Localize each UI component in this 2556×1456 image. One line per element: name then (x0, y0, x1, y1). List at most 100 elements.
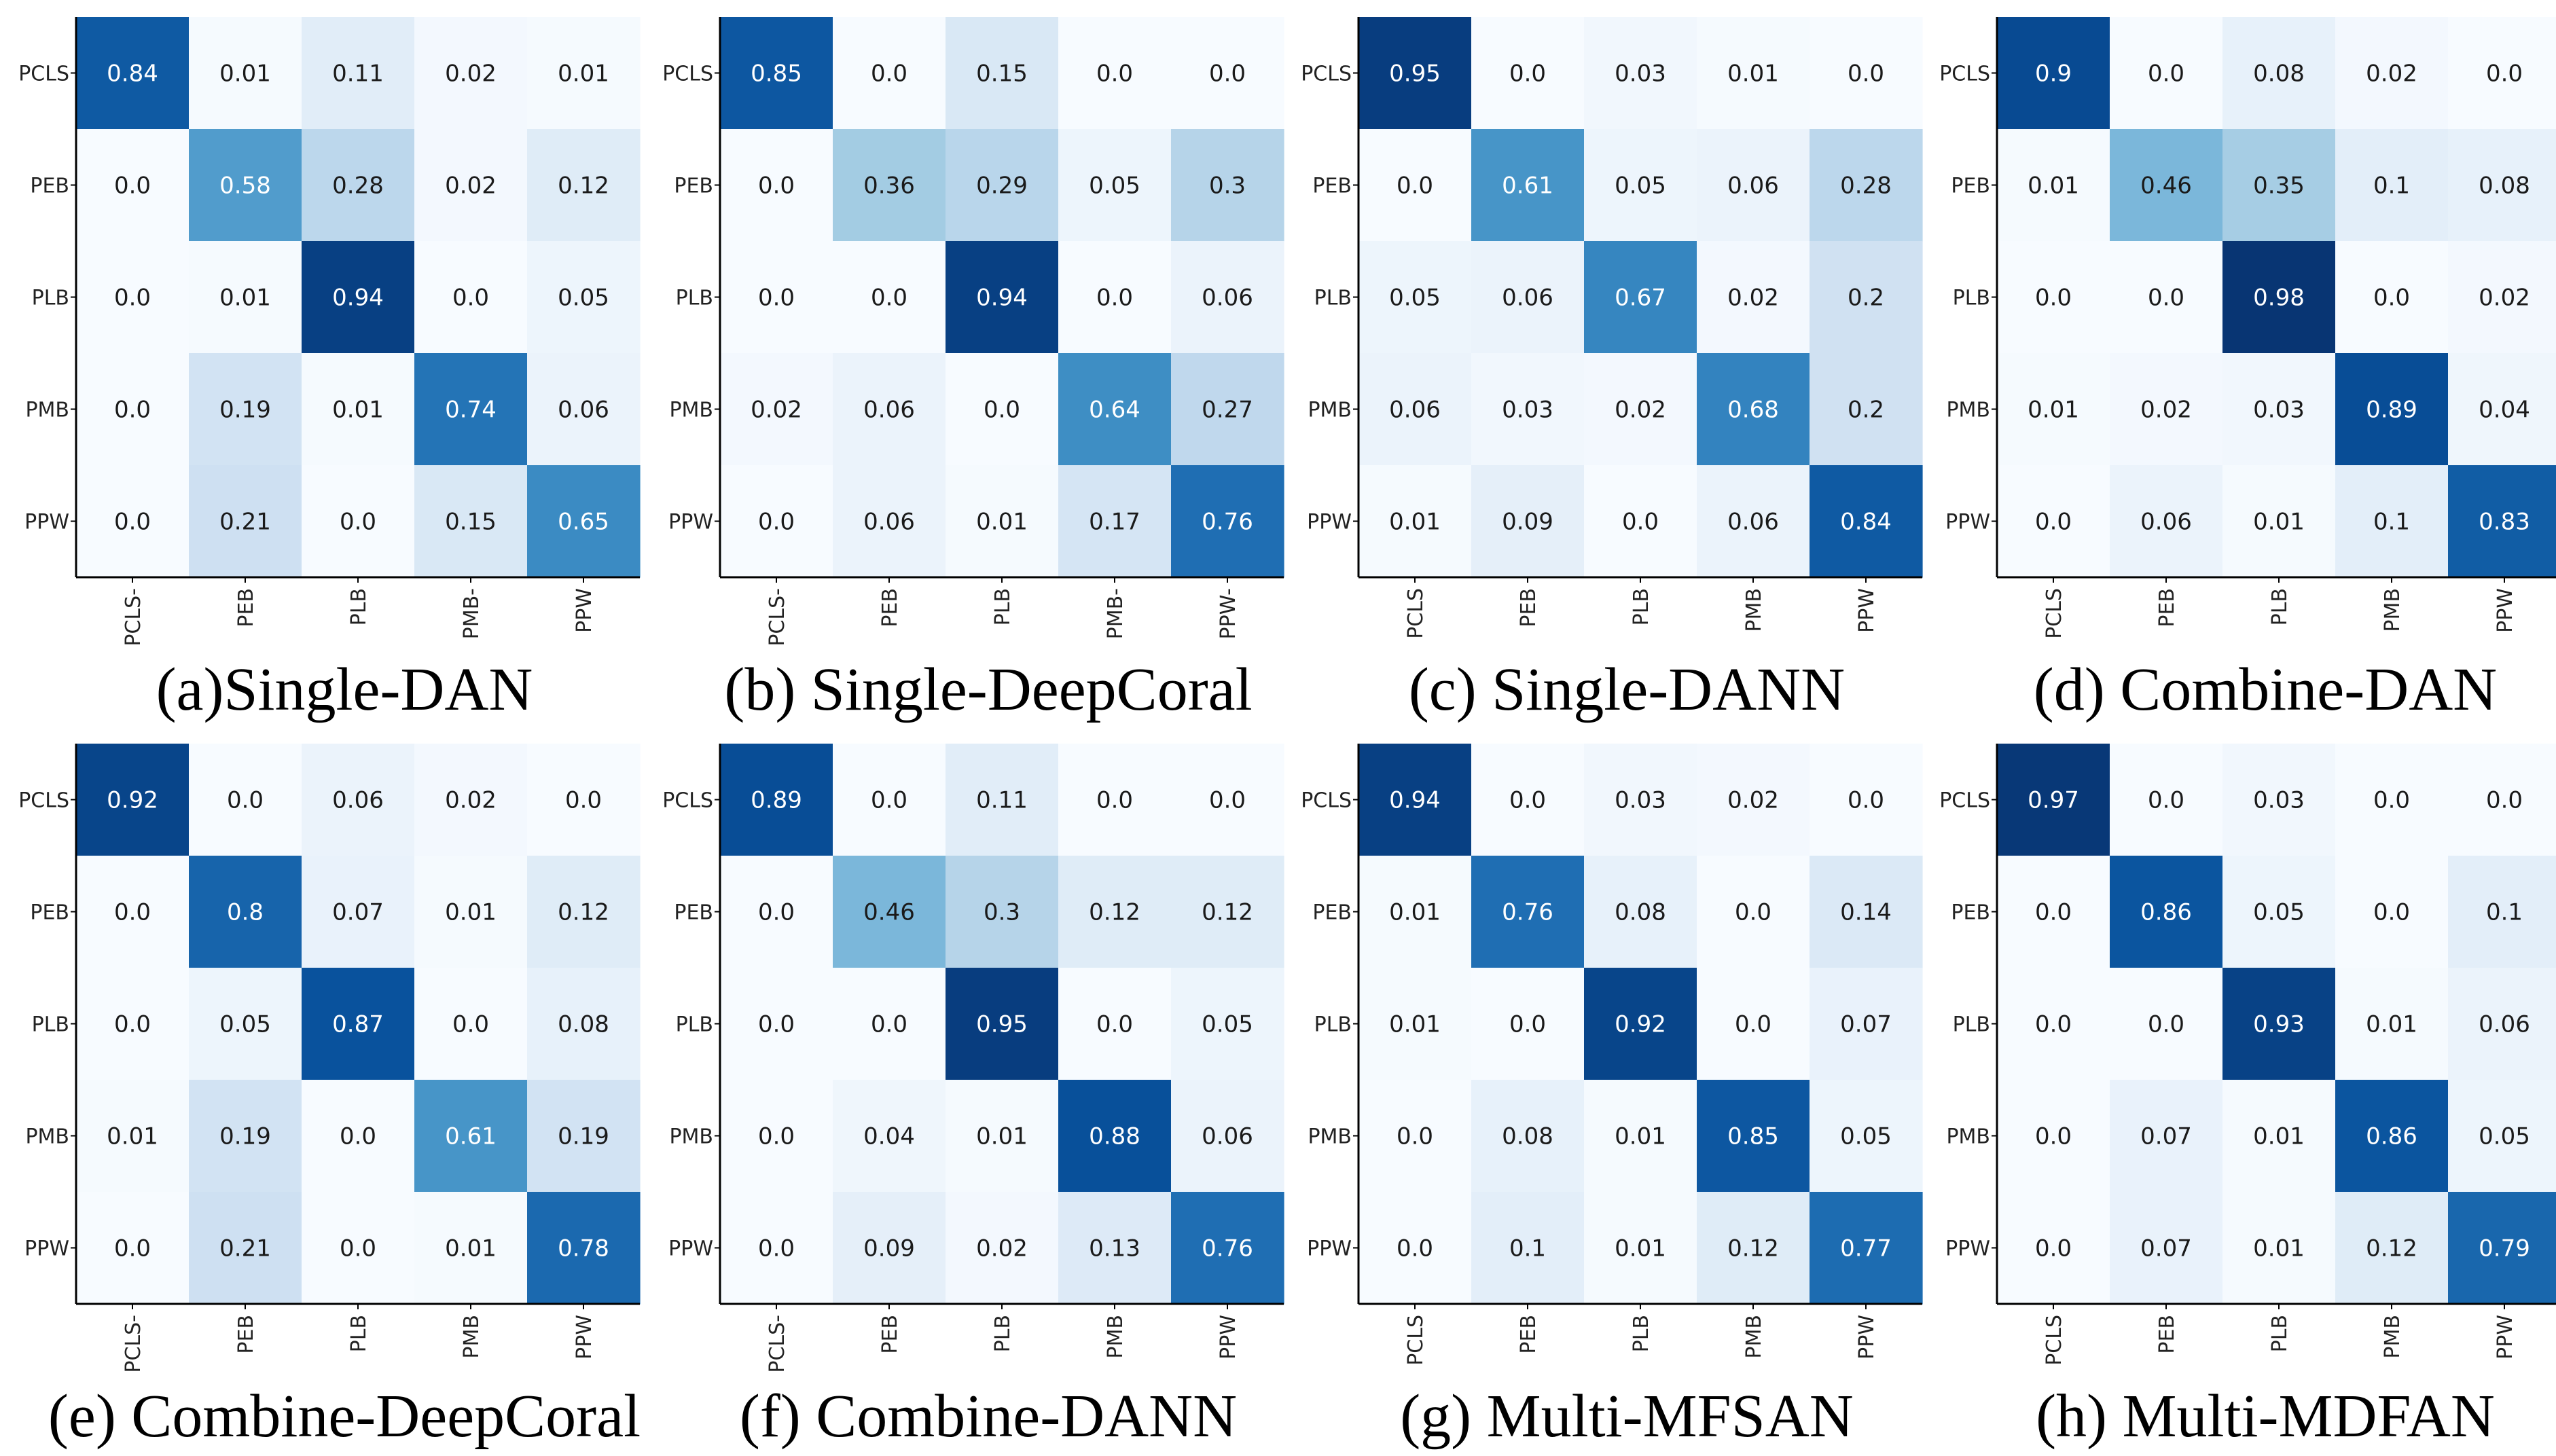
cell-value-label: 0.0 (2035, 1123, 2072, 1150)
x-tick-label: PPW (573, 1315, 596, 1360)
heatmap-cell (1584, 744, 1697, 856)
heatmap-cell (833, 353, 946, 466)
cell-value-label: 0.98 (2253, 285, 2305, 312)
heatmap-cell (833, 856, 946, 968)
cell-value-label: 0.94 (332, 285, 384, 312)
heatmap-cell (414, 1080, 528, 1193)
cell-value-label: 0.0 (758, 509, 795, 536)
cell-value-label: 0.78 (558, 1235, 609, 1262)
x-tick-label: PEB (234, 1315, 258, 1354)
cell-value-label: 0.19 (219, 397, 271, 424)
cell-value-label: 0.94 (1389, 787, 1441, 814)
cell-value-label: 0.89 (751, 787, 802, 814)
x-tick-label: PEB (1517, 588, 1541, 627)
cell-value-label: 0.01 (976, 509, 1028, 536)
cell-value-label: 0.0 (1622, 509, 1659, 536)
heatmap-cell (1584, 353, 1697, 466)
cell-value-label: 0.02 (1727, 285, 1779, 312)
cell-value-label: 0.0 (2486, 787, 2523, 814)
y-tick-label: PEB (1312, 901, 1352, 925)
cell-value-label: 0.0 (1509, 787, 1546, 814)
heatmap-cell (833, 129, 946, 242)
cell-value-label: 0.07 (2140, 1123, 2192, 1150)
heatmap-cell (414, 129, 528, 242)
cell-value-label: 0.02 (1615, 397, 1666, 424)
cell-value-label: 0.06 (1502, 285, 1553, 312)
cell-value-label: 0.01 (332, 397, 384, 424)
heatmap-cell (76, 465, 190, 578)
cell-value-label: 0.84 (1840, 509, 1892, 536)
x-tick-label: PLB (991, 1315, 1015, 1352)
cell-value-label: 0.77 (1840, 1235, 1892, 1262)
cell-value-label: 0.27 (1202, 397, 1253, 424)
cell-value-label: 0.46 (2140, 172, 2192, 200)
cell-value-label: 0.02 (2366, 60, 2417, 88)
x-tick-label: PMB (1742, 1315, 1766, 1359)
heatmap-cell (2448, 744, 2556, 856)
heatmap-cell (527, 241, 641, 354)
cell-value-label: 0.12 (2366, 1235, 2417, 1262)
heatmap-cell (1471, 744, 1585, 856)
panel-caption: (d) Combine-DAN (2034, 656, 2497, 723)
cell-value-label: 0.0 (1096, 285, 1133, 312)
heatmap-cell (414, 744, 528, 856)
cell-value-label: 0.9 (2035, 60, 2072, 88)
panel-h: 0.97 0.0 0.03 0.0 0.0 0.0 0.86 0.05 0.0 0.1 0.0 0.0… (1939, 744, 2556, 1450)
heatmap-cell (76, 968, 190, 1080)
heatmap-cell (1810, 856, 1923, 968)
cell-value-label: 0.06 (1389, 397, 1441, 424)
x-tick-label: PCLS (2042, 1315, 2066, 1366)
heatmap-cell (1810, 17, 1923, 130)
heatmap-cell (2448, 856, 2556, 968)
cell-value-label: 0.0 (114, 899, 151, 926)
y-tick-label: PCLS (662, 62, 713, 86)
cell-value-label: 0.0 (565, 787, 602, 814)
y-tick-label: PPW (1945, 511, 1990, 534)
panel-caption: (f) Combine-DANN (740, 1383, 1237, 1450)
heatmap-cell (1058, 465, 1172, 578)
y-tick-label: PCLS (18, 789, 69, 813)
cell-value-label: 0.76 (1202, 509, 1253, 536)
heatmap-cell (833, 241, 946, 354)
cell-value-label: 0.19 (558, 1123, 609, 1150)
cell-value-label: 0.01 (976, 1123, 1028, 1150)
heatmap-cell (2335, 129, 2449, 242)
heatmap-cell (1471, 1080, 1585, 1193)
cell-value-label: 0.2 (1848, 397, 1884, 424)
heatmap-cell (2110, 465, 2223, 578)
cell-value-label: 0.0 (452, 1011, 489, 1038)
cell-value-label: 0.92 (107, 787, 158, 814)
y-tick-label: PPW (1945, 1237, 1990, 1261)
cell-value-label: 0.07 (2140, 1235, 2192, 1262)
y-tick-label: PCLS (1301, 789, 1352, 813)
cell-value-label: 0.0 (340, 1123, 376, 1150)
cell-value-label: 0.09 (863, 1235, 915, 1262)
heatmap-cell (2335, 1080, 2449, 1193)
heatmap-cell (2110, 1192, 2223, 1305)
heatmap-cell (1997, 744, 2110, 856)
heatmap-cell (1358, 129, 1472, 242)
heatmap-cell (76, 1080, 190, 1193)
heatmap-cell (414, 856, 528, 968)
cell-value-label: 0.19 (219, 1123, 271, 1150)
heatmap-cell (189, 129, 302, 242)
panel-caption: (h) Multi-MDFAN (2036, 1383, 2495, 1450)
cell-value-label: 0.0 (2035, 1011, 2072, 1038)
cell-value-label: 0.61 (445, 1123, 497, 1150)
cell-value-label: 0.0 (452, 285, 489, 312)
cell-value-label: 0.0 (2035, 285, 2072, 312)
y-tick-label: PEB (674, 901, 713, 925)
heatmap-cell (1171, 129, 1284, 242)
cell-value-label: 0.0 (2373, 285, 2410, 312)
y-tick-label: PPW (1307, 511, 1352, 534)
x-tick-label: PEB (878, 1315, 902, 1354)
panel-f: 0.89 0.0 0.11 0.0 0.0 0.0 0.46 0.3 0.12 0.12 0.0 0.… (662, 744, 1284, 1450)
heatmap-cell (527, 968, 641, 1080)
heatmap-cell (527, 353, 641, 466)
panel-caption: (b) Single-DeepCoral (724, 656, 1252, 723)
cell-value-label: 0.05 (1840, 1123, 1892, 1150)
cell-value-label: 0.07 (332, 899, 384, 926)
heatmap-cell (414, 241, 528, 354)
heatmap-cell (302, 1192, 415, 1305)
